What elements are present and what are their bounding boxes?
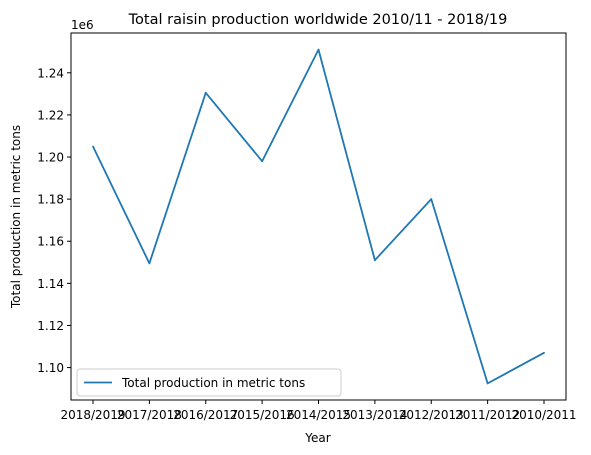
- legend-entry-label: Total production in metric tons: [121, 376, 305, 390]
- x-tick-label: 2012/2013: [399, 408, 464, 422]
- series-line: [92, 48, 545, 385]
- series-layer: [92, 48, 545, 385]
- legend-box: [76, 368, 342, 397]
- data-point: [204, 91, 207, 94]
- x-tick-label: 2017/2018: [117, 408, 182, 422]
- data-point: [261, 160, 264, 163]
- y-tick-label: 1.16: [37, 235, 64, 249]
- plot-frame: [70, 32, 567, 401]
- y-tick-label: 1.14: [37, 277, 64, 291]
- x-tick-label: 2015/2016: [230, 408, 295, 422]
- x-axis: 2018/20192017/20182016/20172015/20162014…: [60, 400, 577, 422]
- data-point: [92, 145, 94, 148]
- y-axis-label: Total production in metric tons: [9, 125, 23, 309]
- x-tick-label: 2016/2017: [173, 408, 238, 422]
- y-tick-label: 1.24: [37, 66, 64, 80]
- y-tick-label: 1.12: [37, 319, 64, 333]
- y-tick-label: 1.10: [37, 361, 64, 375]
- y-tick-label: 1.20: [37, 151, 64, 165]
- x-tick-label: 2010/2011: [511, 408, 576, 422]
- x-tick-label: 2018/2019: [60, 408, 125, 422]
- data-point: [373, 259, 376, 262]
- x-tick-label: 2011/2012: [455, 408, 520, 422]
- data-point: [486, 382, 489, 385]
- data-point: [148, 262, 151, 265]
- y-tick-label: 1.18: [37, 193, 64, 207]
- data-point: [317, 48, 320, 51]
- x-tick-label: 2013/2014: [342, 408, 407, 422]
- plot-area: 1.10 1.12 1.14 1.16 1.18 1.20 1.22 1.24 2018/20…: [37, 32, 577, 422]
- y-tick-label: 1.22: [37, 108, 64, 122]
- y-axis: 1.10 1.12 1.14 1.16 1.18 1.20 1.22 1.24: [37, 66, 71, 375]
- data-point: [543, 351, 545, 354]
- x-axis-label: Year: [304, 431, 330, 445]
- data-point: [430, 198, 433, 201]
- y-offset-label: 1e6: [71, 18, 94, 32]
- chart-title: Total raisin production worldwide 2010/1…: [128, 12, 508, 28]
- legend: Total production in metric tons: [76, 368, 342, 397]
- x-tick-label: 2014/2015: [286, 408, 351, 422]
